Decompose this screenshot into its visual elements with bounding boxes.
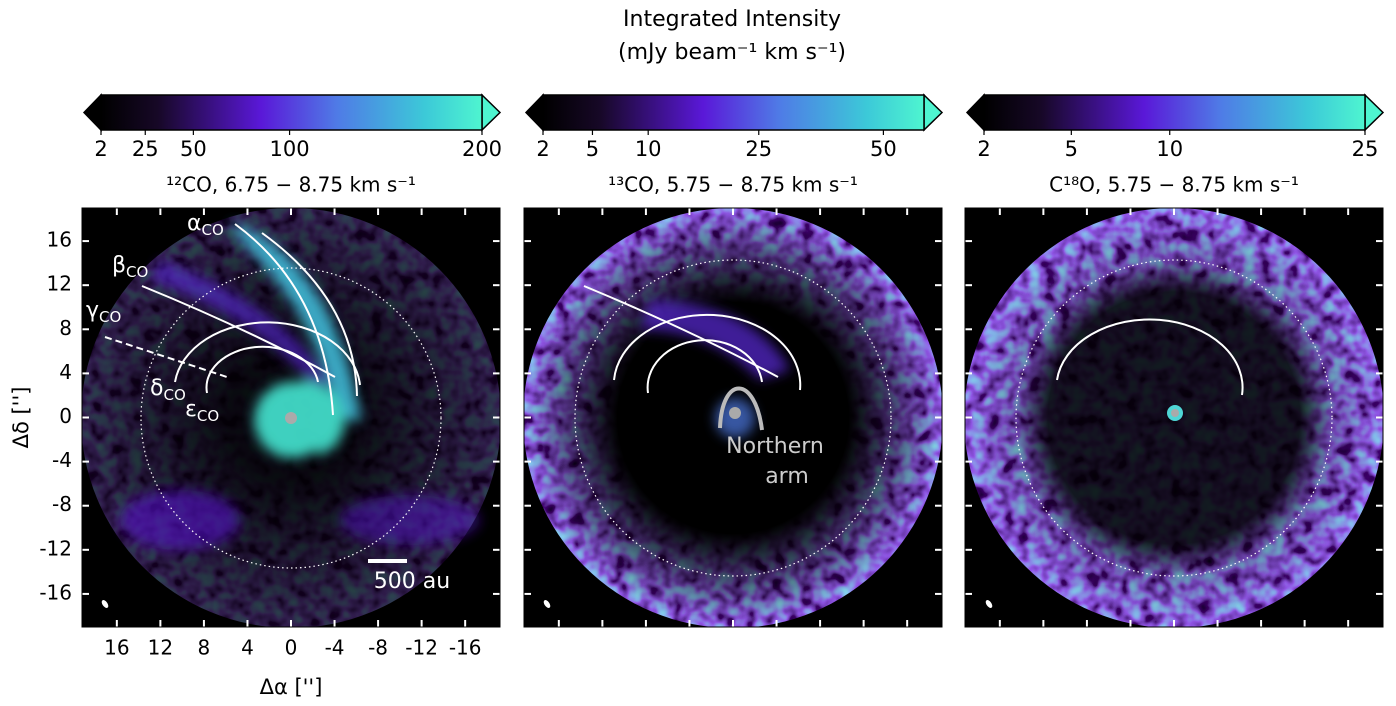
y-tick-label: 12 (47, 272, 72, 296)
ring (1015, 259, 1333, 577)
x-tick-label: 8 (198, 636, 211, 660)
colorbar-tick-label: 5 (1065, 137, 1078, 161)
annotation: εCO (185, 397, 219, 425)
beam (985, 600, 993, 608)
star (285, 412, 297, 424)
annotation: γCO (86, 298, 121, 326)
annotation: αCO (187, 211, 224, 239)
annotation-symbol: ε (185, 397, 197, 422)
colorbar (983, 94, 1366, 131)
colorbar-extend (481, 93, 502, 132)
y-axis-label: Δδ [''] (9, 387, 33, 449)
map-co12 (82, 208, 500, 627)
annotation-symbol: β (112, 253, 126, 278)
x-tick-label: -12 (405, 636, 438, 660)
y-tick-label: -4 (52, 448, 72, 472)
x-tick-label: 12 (148, 636, 173, 660)
annotation-subscript: CO (197, 407, 219, 425)
colorbar-tick-label: 25 (1352, 137, 1379, 161)
colorbar-extend (923, 93, 944, 132)
colorbar (542, 94, 925, 131)
colorbar-tick-label: 25 (132, 137, 159, 161)
x-tick-label: 4 (241, 636, 254, 660)
colorbar-tick-label: 25 (745, 137, 772, 161)
colorbar-tick-label: 5 (586, 137, 599, 161)
ring (140, 267, 442, 569)
colorbar-label: ¹³CO, 5.75 − 8.75 km s⁻¹ (608, 173, 858, 197)
beam (101, 600, 109, 608)
scale-bar-label: 500 au (374, 569, 450, 594)
y-tick-label: -8 (52, 492, 72, 516)
arm-arc (718, 386, 764, 431)
x-axis-label: Δα [''] (260, 675, 323, 699)
colorbar (100, 94, 483, 131)
map-co13 (524, 208, 942, 627)
x-tick-label: 0 (285, 636, 298, 660)
annotation: arm (765, 464, 809, 489)
x-tick-label: 16 (104, 636, 129, 660)
annotation-subscript: CO (126, 263, 148, 281)
colorbar-tick-label: 10 (1156, 137, 1183, 161)
x-tick-label: -16 (449, 636, 482, 660)
axes-frame (523, 207, 943, 628)
annotation-subscript: CO (202, 221, 224, 239)
colorbar-extend (82, 93, 102, 132)
arc (1056, 318, 1244, 396)
figure-subtitle: (mJy beam⁻¹ km s⁻¹) (618, 40, 846, 65)
colorbar-tick-label: 100 (270, 137, 310, 161)
axes-frame (81, 207, 501, 628)
y-tick-label: -16 (39, 580, 72, 604)
annotation-symbol: γ (86, 298, 99, 323)
colorbar-extend (524, 93, 544, 132)
y-tick-label: 4 (59, 360, 72, 384)
colorbar-extend (965, 93, 985, 132)
y-tick-label: 0 (59, 404, 72, 428)
y-tick-label: 16 (47, 228, 72, 252)
colorbar-extend (1364, 93, 1385, 132)
colorbar-label: C¹⁸O, 5.75 − 8.75 km s⁻¹ (1049, 173, 1299, 197)
colorbar-tick-label: 2 (536, 137, 549, 161)
map-c18o (965, 208, 1383, 627)
colorbar-tick-label: 10 (635, 137, 662, 161)
colorbar-tick-label: 50 (180, 137, 207, 161)
x-tick-label: -4 (325, 636, 345, 660)
annotation: βCO (112, 253, 148, 281)
star (729, 407, 741, 419)
colorbar-label: ¹²CO, 6.75 − 8.75 km s⁻¹ (166, 173, 416, 197)
x-tick-label: -8 (368, 636, 388, 660)
annotation-subscript: CO (99, 308, 121, 326)
y-tick-label: 8 (59, 316, 72, 340)
ring (574, 259, 892, 577)
y-tick-label: -12 (39, 536, 72, 560)
annotation: δCO (150, 376, 186, 404)
arcs (583, 285, 802, 394)
beam (543, 600, 551, 608)
arcs (104, 223, 361, 416)
star (1171, 409, 1179, 417)
annotation-symbol: δ (150, 376, 163, 401)
annotation: Northern (726, 434, 824, 459)
colorbar-tick-label: 2 (94, 137, 107, 161)
colorbar-tick-label: 2 (977, 137, 990, 161)
figure-title: Integrated Intensity (623, 7, 841, 32)
axes-frame (964, 207, 1384, 628)
colorbar-tick-label: 200 (462, 137, 502, 161)
annotation-symbol: α (187, 211, 202, 236)
colorbar-tick-label: 50 (870, 137, 897, 161)
annotation-subscript: CO (163, 386, 185, 404)
